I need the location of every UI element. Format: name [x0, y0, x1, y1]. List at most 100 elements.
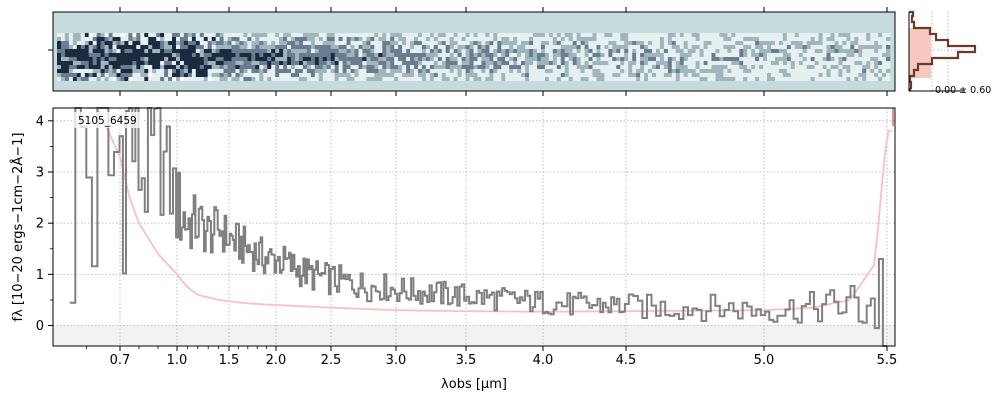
spectrum-2d-pixel — [227, 77, 232, 81]
spectrum-2d-pixel — [172, 49, 177, 53]
spectrum-2d-pixel — [128, 65, 133, 69]
spectrum-2d-pixel — [128, 41, 133, 45]
zero-band — [53, 325, 895, 346]
spectrum-2d-pixel — [775, 49, 780, 53]
spectrum-2d-pixel — [104, 73, 109, 77]
spectrum-2d-pixel — [576, 69, 581, 73]
spectrum-2d-pixel — [683, 73, 688, 77]
spectrum-2d-pixel — [755, 49, 760, 53]
spectrum-2d-pixel — [199, 77, 205, 81]
spectrum-2d-pixel — [100, 73, 105, 77]
spectrum-2d-pixel — [842, 69, 847, 73]
spectrum-2d-pixel — [57, 73, 62, 77]
spectrum-2d-pixel — [156, 37, 161, 41]
spectrum-2d-pixel — [92, 33, 97, 37]
spectrum-2d-pixel — [537, 49, 542, 53]
spectrum-2d-pixel — [564, 65, 569, 69]
spectrum-2d-pixel — [338, 77, 343, 81]
spectrum-2d-pixel — [251, 77, 256, 81]
spectrum-2d-pixel — [509, 73, 514, 77]
spectrum-2d-pixel — [330, 77, 335, 81]
spectrum-2d-pixel — [76, 33, 82, 37]
spectrum-2d-pixel — [441, 69, 447, 73]
spectrum-2d-pixel — [755, 69, 760, 73]
spectrum-2d-pixel — [842, 49, 847, 53]
spectrum-2d-pixel — [707, 73, 712, 77]
spectrum-2d-pixel — [299, 61, 304, 65]
spectrum-2d-pixel — [112, 33, 117, 37]
spectrum-2d-pixel — [759, 69, 764, 73]
spectrum-2d-pixel — [223, 41, 228, 45]
spectrum-2d-pixel — [374, 61, 379, 65]
spectrum-2d-pixel — [580, 77, 585, 81]
spectrum-2d-pixel — [164, 37, 169, 41]
spectrum-2d-pixel — [183, 73, 189, 77]
spectrum-2d-pixel — [632, 33, 637, 37]
spectrum-2d-pixel — [370, 33, 375, 37]
spectrum-2d-pixel — [346, 37, 351, 41]
spectrum-2d-pixel — [580, 37, 585, 41]
spectrum-2d-pixel — [120, 49, 125, 53]
spectrum-2d-pixel — [100, 77, 105, 81]
spectrum-2d-pixel — [628, 77, 633, 81]
spectrum-2d-pixel — [279, 65, 284, 69]
spectrum-2d-pixel — [156, 61, 161, 65]
spectrum-2d-pixel — [537, 53, 542, 57]
spectrum-2d-pixel — [802, 53, 807, 57]
spectrum-2d-pixel — [418, 65, 423, 69]
spectrum-2d-pixel — [505, 61, 510, 65]
spectrum-2d-pixel — [679, 61, 685, 65]
spectrum-2d-pixel — [778, 73, 784, 77]
spectrum-2d-pixel — [552, 53, 558, 57]
spectrum-2d-pixel — [199, 37, 205, 41]
spectrum-2d-pixel — [461, 73, 466, 77]
spectrum-2d-pixel — [544, 49, 550, 53]
spectrum-2d-pixel — [580, 73, 585, 77]
spectrum-2d-pixel — [57, 33, 62, 37]
spectrum-2d-pixel — [659, 37, 665, 41]
spectrum-2d-pixel — [429, 57, 435, 61]
spectrum-2d-pixel — [866, 53, 871, 57]
spectrum-2d-pixel — [521, 73, 526, 77]
spectrum-2d-pixel — [493, 57, 498, 61]
spectrum-2d-pixel — [477, 73, 482, 77]
spectrum-2d-pixel — [667, 41, 673, 45]
spectrum-2d-pixel — [743, 73, 748, 77]
spectrum-2d-pixel — [497, 41, 502, 45]
spectrum-2d-pixel — [100, 61, 105, 65]
spectrum-2d-pixel — [366, 53, 371, 57]
spectrum-2d-pixel — [259, 61, 264, 65]
spectrum-2d-pixel — [207, 61, 212, 65]
spectrum-2d-pixel — [540, 77, 546, 81]
spectrum-2d-pixel — [243, 49, 248, 53]
spectrum-2d-pixel — [882, 65, 887, 69]
spectrum-2d-pixel — [461, 33, 466, 37]
spectrum-2d-pixel — [501, 53, 506, 57]
spectrum-2d-pixel — [529, 41, 534, 45]
spectrum-2d-pixel — [195, 41, 201, 45]
spectrum-2d-pixel — [394, 49, 399, 53]
spectrum-2d-pixel — [72, 65, 78, 69]
spectrum-2d-pixel — [116, 53, 121, 57]
spectrum-2d-pixel — [560, 61, 566, 65]
spectrum-2d-pixel — [731, 57, 736, 61]
spectrum-2d-pixel — [299, 49, 304, 53]
spectrum-2d-pixel — [287, 37, 292, 41]
spectrum-2d-pixel — [743, 53, 748, 57]
spectrum-2d-pixel — [632, 57, 637, 61]
spectrum-2d-pixel — [172, 57, 177, 61]
spectrum-2d-pixel — [152, 49, 157, 53]
spectrum-2d-pixel — [743, 49, 748, 53]
spectrum-2d-pixel — [314, 77, 320, 81]
spectrum-2d-pixel — [600, 69, 605, 73]
spectrum-2d-pixel — [517, 77, 522, 81]
spectrum-2d-pixel — [88, 33, 93, 37]
spectrum-2d-pixel — [794, 65, 800, 69]
spectrum-2d-pixel — [723, 65, 728, 69]
spectrum-2d-pixel — [92, 45, 97, 49]
spectrum-2d-pixel — [172, 77, 177, 81]
spectrum-2d-pixel — [481, 73, 486, 77]
spectrum-2d-pixel — [231, 45, 236, 49]
spectrum-2d-pixel — [322, 57, 328, 61]
